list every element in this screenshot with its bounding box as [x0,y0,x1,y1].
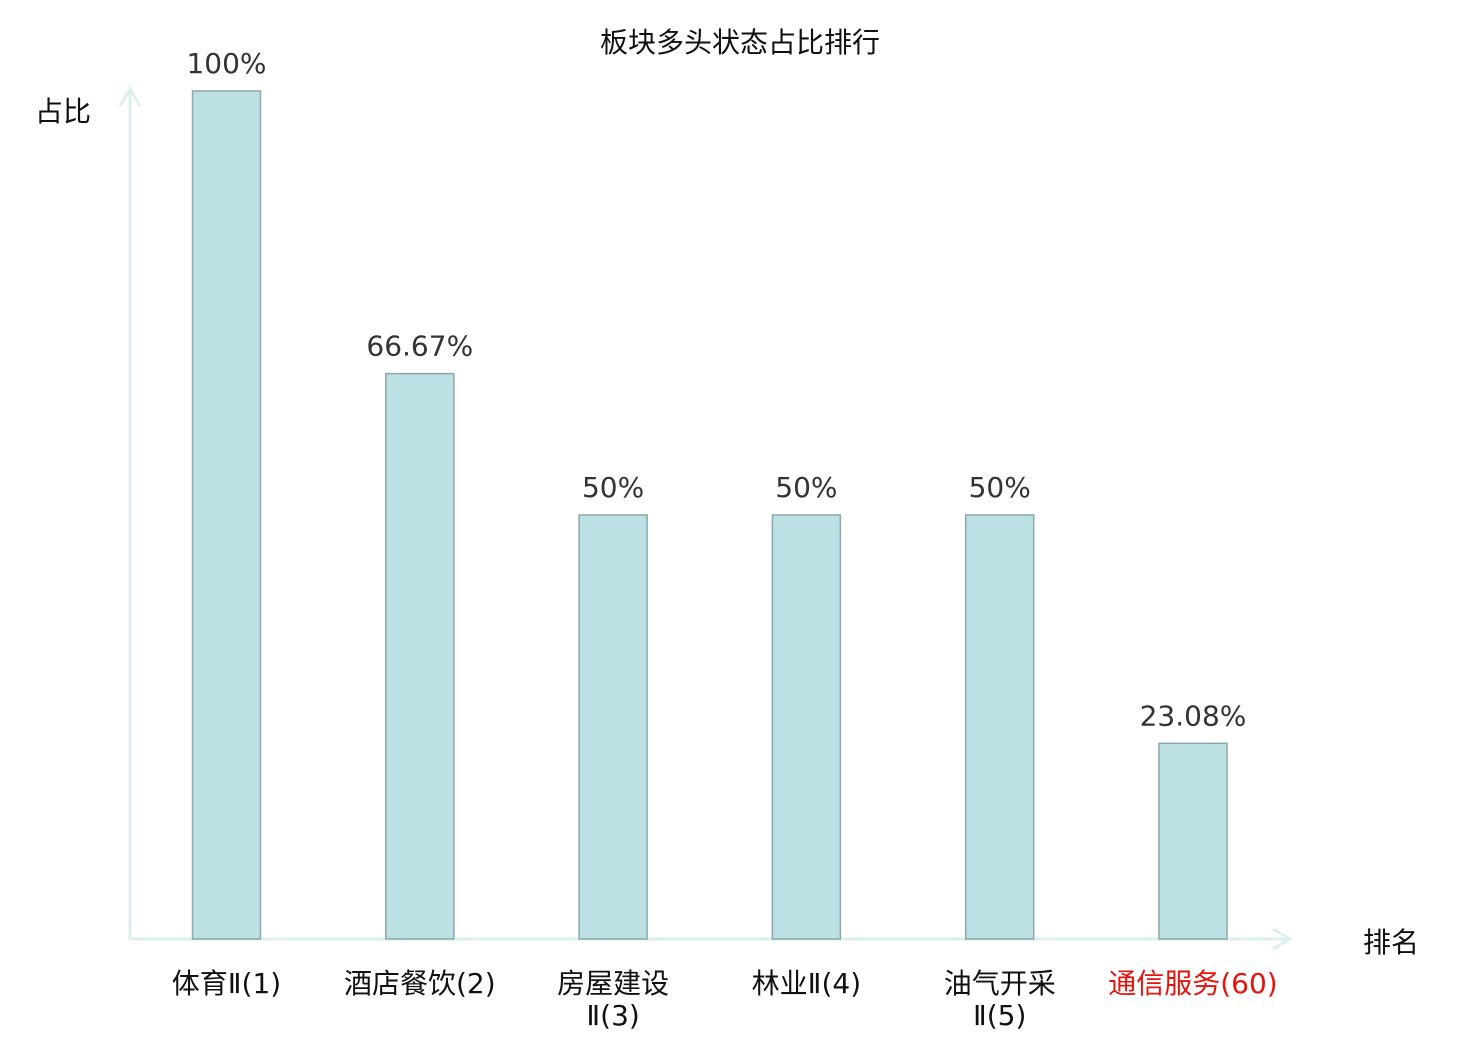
bar [964,514,1035,940]
data-label: 66.67% [366,330,473,363]
x-tick-label: 房屋建设 [557,967,669,1000]
bar [385,372,455,940]
data-label: 100% [186,47,266,80]
x-axis-arrow [1272,927,1293,951]
axes [118,86,1293,951]
y-axis-label: 占比 [35,95,91,128]
x-tick-label: 通信服务(60) [1108,967,1277,1000]
bar [191,90,262,940]
data-label: 50% [582,471,644,504]
bar [578,514,648,940]
data-label: 50% [775,471,837,504]
x-tick-label: 林业Ⅱ(4) [752,967,861,1000]
x-tick-label: Ⅱ(5) [973,999,1026,1032]
data-label: 50% [969,471,1031,504]
x-tick-label: 酒店餐饮(2) [344,967,496,1000]
bar [771,514,842,940]
data-label: 23.08% [1140,699,1247,732]
x-tick-label: 油气开采 [944,967,1056,1000]
y-axis-arrow [118,86,142,107]
bar [1158,742,1228,940]
x-tick-label: 体育Ⅱ(1) [172,967,281,1000]
chart-title: 板块多头状态占比排行 [600,26,880,59]
x-axis-label: 排名 [1363,926,1419,959]
bars [191,90,1228,940]
x-tick-label: Ⅱ(3) [586,999,639,1032]
